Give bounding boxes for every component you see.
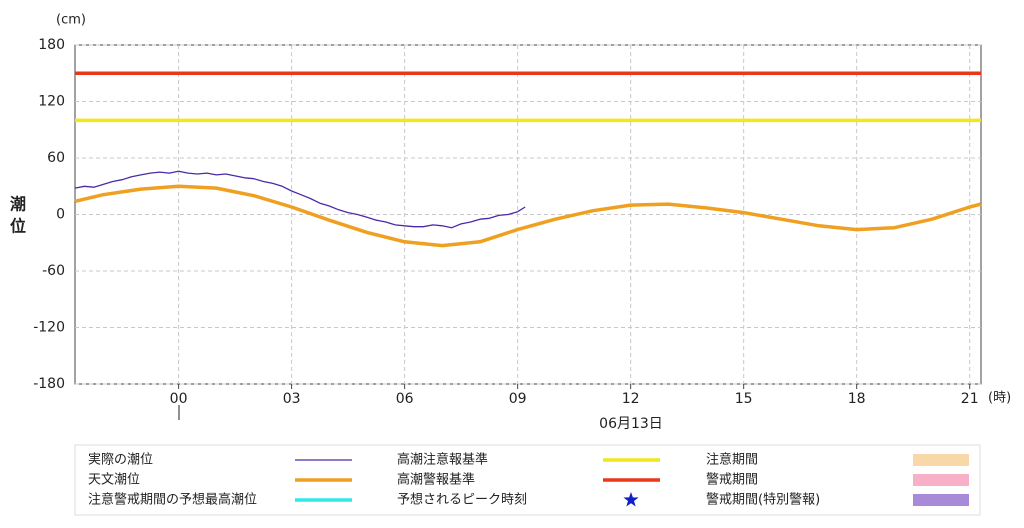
y-tick-label: 0 <box>56 207 65 223</box>
legend-box <box>74 444 981 516</box>
legend-label: 予想されるピーク時刻 <box>397 492 527 508</box>
legend-label: 警戒期間 <box>706 472 758 488</box>
x-tick-label: 15 <box>735 391 753 407</box>
legend-swatch <box>913 454 969 466</box>
date-label: 06月13日 <box>599 416 663 432</box>
legend-label: 注意警戒期間の予想最高潮位 <box>88 492 257 508</box>
x-tick-label: 00 <box>170 391 188 407</box>
legend-label: 注意期間 <box>706 452 758 468</box>
x-tick-label: 21 <box>961 391 979 407</box>
x-unit: (時) <box>988 391 1011 406</box>
legend-label: 天文潮位 <box>88 473 140 488</box>
y-tick-label: -60 <box>42 263 65 279</box>
legend-swatch <box>623 492 639 507</box>
y-unit: (cm) <box>56 13 86 28</box>
x-tick-label: 06 <box>396 391 414 407</box>
x-tick-label: 09 <box>509 391 527 407</box>
legend-label: 警戒期間(特別警報) <box>706 492 820 508</box>
legend-label: 高潮注意報基準 <box>397 452 488 468</box>
legend-swatch <box>913 494 969 506</box>
y-label: 潮 <box>10 195 26 214</box>
x-tick-label: 12 <box>622 391 640 407</box>
legend-label: 高潮警報基準 <box>397 472 475 488</box>
legend-label: 実際の潮位 <box>88 452 153 468</box>
x-tick-label: 03 <box>283 391 301 407</box>
y-tick-label: 60 <box>47 150 65 166</box>
series-line <box>74 170 526 229</box>
y-tick-label: -180 <box>33 376 65 392</box>
y-label: 位 <box>10 217 26 236</box>
legend-swatch <box>913 474 969 486</box>
x-tick-label: 18 <box>848 391 866 407</box>
y-tick-label: 180 <box>38 37 65 53</box>
y-tick-label: 120 <box>38 94 65 110</box>
series-line <box>74 184 982 248</box>
y-tick-label: -120 <box>33 320 65 336</box>
